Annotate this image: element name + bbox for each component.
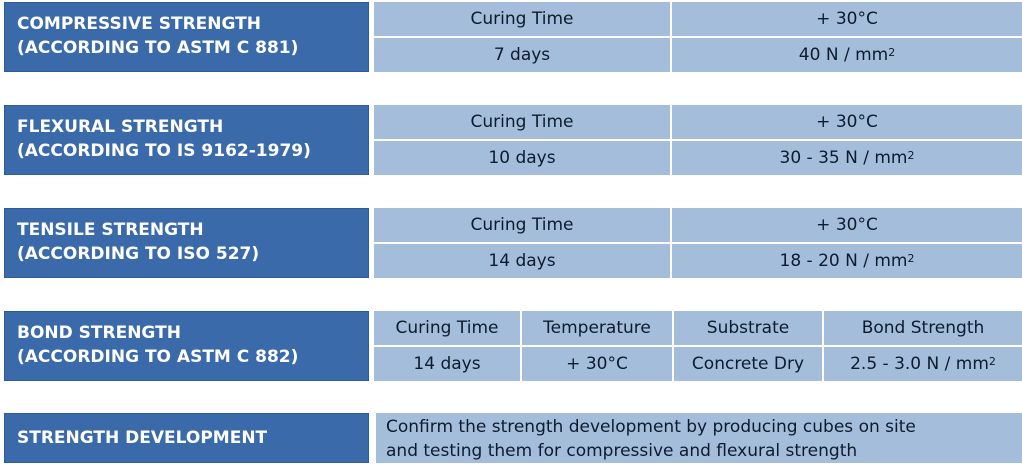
tensile-strength-standard: (ACCORDING TO ISO 527) (17, 244, 260, 264)
value-temperature: + 30°C (522, 347, 672, 381)
compressive-strength-label: COMPRESSIVE STRENGTH (ACCORDING TO ASTM … (4, 2, 369, 72)
compressive-strength-section: COMPRESSIVE STRENGTH (ACCORDING TO ASTM … (4, 2, 1022, 72)
value-substrate: Concrete Dry (674, 347, 822, 381)
strength-development-section: STRENGTH DEVELOPMENT Confirm the strengt… (4, 413, 1022, 463)
header-substrate: Substrate (674, 311, 822, 345)
value-curing-time: 14 days (374, 244, 670, 278)
value-strength: 18 - 20 N / mm 2 (672, 244, 1022, 278)
header-curing-time: Curing Time (374, 105, 670, 139)
value-curing-time: 7 days (374, 38, 670, 72)
bond-strength-table: Curing Time Temperature Substrate Bond S… (374, 311, 1022, 381)
header-temperature: Temperature (522, 311, 672, 345)
header-curing-time: Curing Time (374, 311, 520, 345)
bond-strength-label: BOND STRENGTH (ACCORDING TO ASTM C 882) (4, 311, 369, 381)
compressive-strength-table: Curing Time + 30°C 7 days 40 N / mm 2 (374, 2, 1022, 72)
tensile-strength-section: TENSILE STRENGTH (ACCORDING TO ISO 527) … (4, 208, 1022, 278)
value-strength: 40 N / mm 2 (672, 38, 1022, 72)
note-line-1: Confirm the strength development by prod… (386, 417, 916, 437)
bond-strength-section: BOND STRENGTH (ACCORDING TO ASTM C 882) … (4, 311, 1022, 381)
tensile-strength-table: Curing Time + 30°C 14 days 18 - 20 N / m… (374, 208, 1022, 278)
tensile-strength-title: TENSILE STRENGTH (17, 220, 204, 240)
flexural-strength-section: FLEXURAL STRENGTH (ACCORDING TO IS 9162-… (4, 105, 1022, 175)
strength-development-note: Confirm the strength development by prod… (376, 413, 1022, 463)
flexural-strength-standard: (ACCORDING TO IS 9162-1979) (17, 141, 311, 161)
note-line-2: and testing them for compressive and fle… (386, 441, 858, 461)
header-temperature: + 30°C (672, 208, 1022, 242)
bond-strength-title: BOND STRENGTH (17, 323, 181, 343)
value-bond-strength: 2.5 - 3.0 N / mm 2 (824, 347, 1022, 381)
tensile-strength-label: TENSILE STRENGTH (ACCORDING TO ISO 527) (4, 208, 369, 278)
value-curing-time: 10 days (374, 141, 670, 175)
header-curing-time: Curing Time (374, 2, 670, 36)
value-curing-time: 14 days (374, 347, 520, 381)
value-strength: 30 - 35 N / mm 2 (672, 141, 1022, 175)
flexural-strength-table: Curing Time + 30°C 10 days 30 - 35 N / m… (374, 105, 1022, 175)
compressive-strength-standard: (ACCORDING TO ASTM C 881) (17, 38, 299, 58)
flexural-strength-label: FLEXURAL STRENGTH (ACCORDING TO IS 9162-… (4, 105, 369, 175)
flexural-strength-title: FLEXURAL STRENGTH (17, 117, 224, 137)
strength-development-title: STRENGTH DEVELOPMENT (17, 428, 268, 448)
header-curing-time: Curing Time (374, 208, 670, 242)
header-temperature: + 30°C (672, 2, 1022, 36)
strength-development-label: STRENGTH DEVELOPMENT (4, 413, 369, 463)
bond-strength-standard: (ACCORDING TO ASTM C 882) (17, 347, 299, 367)
compressive-strength-title: COMPRESSIVE STRENGTH (17, 14, 261, 34)
header-temperature: + 30°C (672, 105, 1022, 139)
header-bond-strength: Bond Strength (824, 311, 1022, 345)
